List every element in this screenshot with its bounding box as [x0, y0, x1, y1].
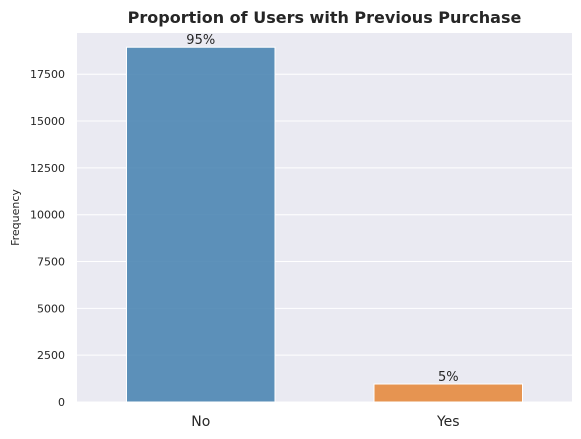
bar-no [126, 46, 276, 403]
y-tick-label: 2500 [37, 349, 65, 362]
y-axis-label: Frequency [9, 189, 22, 246]
data-label: 5% [438, 370, 459, 385]
chart-title: Proportion of Users with Previous Purcha… [128, 8, 522, 27]
x-tick-label: No [191, 414, 210, 430]
y-tick-label: 5000 [37, 302, 65, 315]
y-tick-label: 12500 [30, 162, 65, 175]
y-tick-label: 0 [58, 396, 65, 409]
bar-yes [373, 383, 523, 403]
y-tick-label: 17500 [30, 68, 65, 81]
y-tick-label: 7500 [37, 256, 65, 269]
data-labels: 95% 5% [186, 33, 458, 385]
data-label: 95% [186, 33, 215, 48]
y-tick-label: 15000 [30, 115, 65, 128]
y-axis-ticks: 0 2500 5000 7500 10000 12500 15000 17500 [30, 68, 65, 409]
x-tick-label: Yes [436, 414, 460, 430]
x-axis-ticks: No Yes [191, 414, 459, 430]
y-tick-label: 10000 [30, 209, 65, 222]
bars [126, 46, 523, 403]
